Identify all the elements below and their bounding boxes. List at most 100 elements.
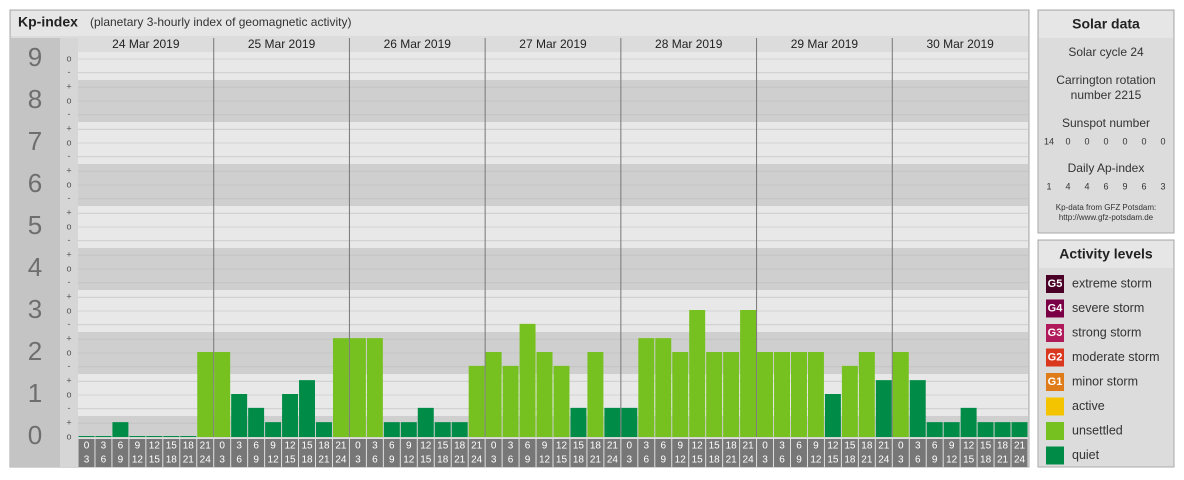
bar [197,352,214,437]
bar [163,436,180,437]
hour-label: 6 [932,441,938,452]
solar-panel [1037,9,1175,234]
bar [774,352,790,437]
hour-label: 18 [709,455,721,466]
bar [740,310,757,437]
bar [858,352,875,437]
hour-label: 3 [644,441,650,452]
bar [553,365,570,437]
hour-box [740,439,757,467]
hour-box [841,439,858,467]
bar [248,407,265,437]
hour-label: 9 [406,441,412,452]
hour-label: 6 [372,455,378,466]
hour-label: 6 [660,441,666,452]
hour-box [485,439,502,467]
sunspot-value: 0 [1160,136,1165,146]
hour-box [621,439,638,467]
legend-label: strong storm [1072,325,1141,339]
hour-box [706,439,723,467]
hour-box [943,439,960,467]
carrington: number 2215 [1071,88,1142,102]
bar [1011,422,1028,437]
hour-box [400,439,417,467]
hour-box [502,439,519,467]
hour-label: 12 [420,441,432,452]
y-sub-tick-label: o [66,53,71,63]
ap-value: 9 [1122,181,1127,191]
bar [824,394,841,437]
y-sub-tick-label: - [68,319,71,329]
legend-swatch [1046,348,1064,367]
bar [112,422,129,437]
carrington: Carrington rotation [1056,73,1155,87]
hour-label: 9 [677,441,683,452]
ap-label: Daily Ap-index [1068,161,1145,175]
hour-box [824,439,841,467]
y-sub-tick-label: - [68,403,71,413]
hour-box [282,439,299,467]
legend-label: extreme storm [1072,276,1152,290]
hour-label: 0 [627,441,633,452]
hour-label: 3 [915,441,921,452]
legend-swatch [1046,446,1064,465]
legend-code: G3 [1048,327,1063,339]
hour-label: 15 [437,441,449,452]
hour-label: 21 [997,455,1009,466]
hour-label: 6 [118,441,124,452]
hour-box [265,439,282,467]
legend-code: G2 [1048,351,1063,363]
bar [689,310,706,437]
hour-label: 15 [556,455,568,466]
hour-label: 12 [946,455,958,466]
hour-label: 15 [284,455,296,466]
hour-label: 12 [403,455,415,466]
hour-box [536,439,553,467]
legend-label: severe storm [1072,301,1144,315]
hour-label: 0 [898,441,904,452]
hour-box [349,439,366,467]
date-label: 25 Mar 2019 [248,37,316,51]
hour-box [604,439,621,467]
hour-label: 18 [166,455,178,466]
bar [536,352,553,437]
bar [146,436,163,437]
hour-label: 21 [590,455,602,466]
y-sub-tick-label: + [66,418,71,428]
hour-label: 9 [525,455,531,466]
hour-box [892,439,909,467]
hour-label: 12 [268,455,280,466]
hour-label: 12 [675,455,687,466]
legend-label: moderate storm [1072,350,1160,364]
hour-label: 12 [556,441,568,452]
y-sub-tick-label: + [66,166,71,176]
hour-label: 3 [762,455,768,466]
y-tick-label: 0 [28,420,42,450]
bar [655,338,672,437]
legend-swatch [1046,299,1064,318]
hour-label: 0 [491,441,497,452]
hour-label: 15 [301,441,313,452]
hour-label: 24 [1014,455,1026,466]
hour-label: 6 [236,455,242,466]
hour-label: 12 [539,455,551,466]
hour-box [672,439,689,467]
bar [214,352,231,437]
bar [366,338,383,437]
hour-label: 9 [796,455,802,466]
hour-label: 6 [101,455,107,466]
hour-box [248,439,265,467]
y-sub-column [60,38,78,467]
sunspot-value: 0 [1084,136,1089,146]
sunspot-value: 14 [1044,136,1054,146]
hour-label: 3 [372,441,378,452]
hour-label: 24 [607,455,619,466]
hour-label: 12 [132,455,144,466]
hour-label: 15 [980,441,992,452]
date-label: 28 Mar 2019 [655,37,723,51]
hour-box [587,439,604,467]
hour-box [417,439,434,467]
y-tick-label: 2 [28,336,42,366]
hour-label: 21 [183,455,195,466]
bar [468,365,485,437]
